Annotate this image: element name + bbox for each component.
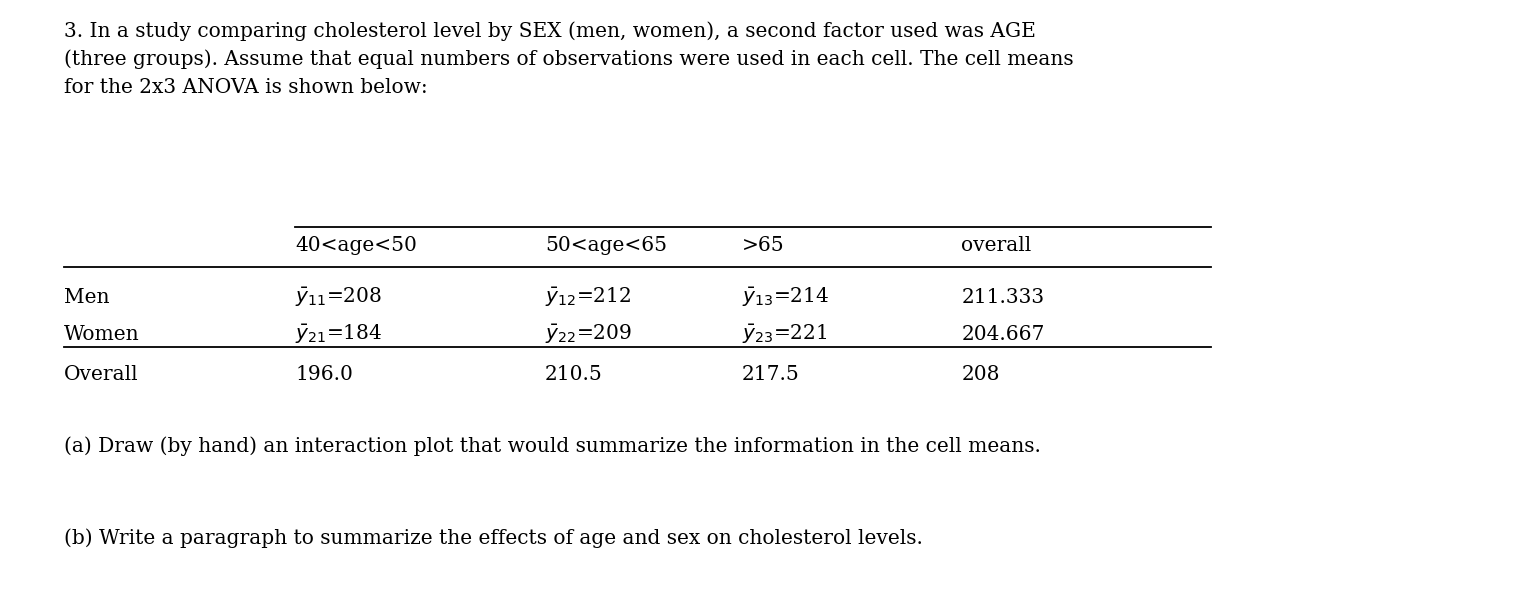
Text: $\bar{y}_{11}$=208: $\bar{y}_{11}$=208 xyxy=(295,286,382,309)
Text: $\bar{y}_{12}$=212: $\bar{y}_{12}$=212 xyxy=(545,286,631,309)
Text: Women: Women xyxy=(64,325,139,344)
Text: (b) Write a paragraph to summarize the effects of age and sex on cholesterol lev: (b) Write a paragraph to summarize the e… xyxy=(64,528,922,548)
Text: 211.333: 211.333 xyxy=(961,289,1045,307)
Text: Men: Men xyxy=(64,289,109,307)
Text: $\bar{y}_{22}$=209: $\bar{y}_{22}$=209 xyxy=(545,323,631,346)
Text: (a) Draw (by hand) an interaction plot that would summarize the information in t: (a) Draw (by hand) an interaction plot t… xyxy=(64,436,1040,456)
Text: 204.667: 204.667 xyxy=(961,325,1045,344)
Text: $\bar{y}_{23}$=221: $\bar{y}_{23}$=221 xyxy=(742,323,828,346)
Text: $\bar{y}_{13}$=214: $\bar{y}_{13}$=214 xyxy=(742,286,830,309)
Text: >65: >65 xyxy=(742,236,784,255)
Text: 3. In a study comparing cholesterol level by SEX (men, women), a second factor u: 3. In a study comparing cholesterol leve… xyxy=(64,21,1073,96)
Text: 208: 208 xyxy=(961,365,999,384)
Text: 50<age<65: 50<age<65 xyxy=(545,236,668,255)
Text: Overall: Overall xyxy=(64,365,138,384)
Text: overall: overall xyxy=(961,236,1031,255)
Text: 217.5: 217.5 xyxy=(742,365,799,384)
Text: 196.0: 196.0 xyxy=(295,365,353,384)
Text: 210.5: 210.5 xyxy=(545,365,603,384)
Text: $\bar{y}_{21}$=184: $\bar{y}_{21}$=184 xyxy=(295,323,383,346)
Text: 40<age<50: 40<age<50 xyxy=(295,236,416,255)
